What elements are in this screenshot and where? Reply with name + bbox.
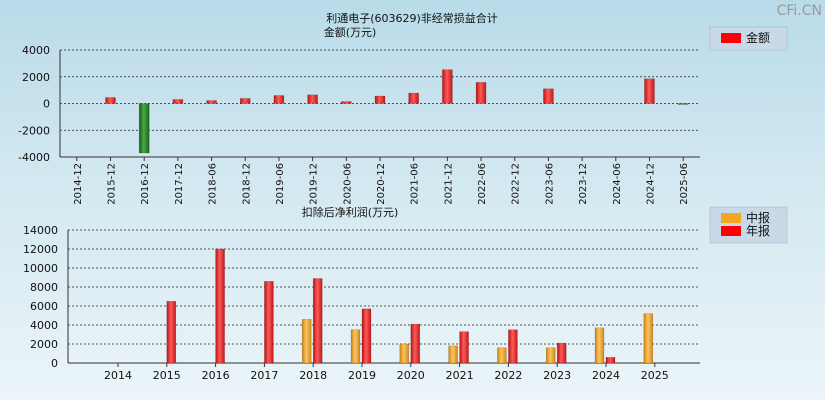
chart2-xtick-label: 2023: [543, 369, 571, 382]
chart2-xtick-label: 2020: [397, 369, 425, 382]
chart1-bar-2025-06: [677, 103, 689, 105]
watermark: CFi.CN: [777, 3, 822, 19]
chart1-bar-2015-12: [105, 97, 116, 104]
chart1-bar-2017-12: [172, 99, 184, 104]
chart1-bar-2024-12: [644, 78, 655, 104]
chart2-xtick-label: 2017: [250, 369, 278, 382]
chart1-xtick-label: 2020-12: [376, 163, 387, 205]
chart2-bar-年报-2020: [410, 323, 421, 364]
chart1-xtick-label: 2025-06: [679, 163, 690, 205]
chart2-bar-年报-2019: [361, 308, 372, 364]
chart1-ylabel: 金额(万元): [324, 25, 377, 39]
chart2-legend-swatch-1: [721, 226, 741, 236]
chart1-xtick-label: 2014-12: [73, 163, 84, 205]
chart1-xtick-label: 2019-06: [275, 163, 286, 205]
chart2-title: 扣除后净利润(万元): [302, 205, 399, 219]
chart1-bar-2022-06: [475, 82, 487, 104]
chart1-xtick-label: 2021-12: [443, 163, 454, 205]
chart1-xtick-label: 2023-12: [578, 163, 589, 205]
chart-net-profit: 扣除后净利润(万元) 2014 2015 2016 2017 2018 2019 2020 2…: [23, 205, 788, 382]
chart2-ytick-label: 10000: [23, 262, 58, 275]
chart1-xtick-label: 2022-06: [477, 163, 488, 205]
chart1-xtick-label: 2018-12: [241, 163, 252, 205]
chart1-legend-swatch-0: [721, 33, 741, 43]
chart2-bar-年报-2017: [264, 281, 274, 364]
chart2-bar-年报-2023: [556, 342, 567, 364]
chart1-xtick-label: 2018-06: [208, 163, 219, 205]
chart2-bar-年报-2022: [508, 329, 518, 364]
chart2-ytick-label: 0: [51, 357, 58, 370]
chart2-ytick-label: 14000: [23, 224, 58, 237]
chart1-xtick-label: 2020-06: [342, 163, 353, 205]
chart1-title: 利通电子(603629)非经常损益合计: [326, 11, 498, 25]
chart2-xtick-label: 2015: [153, 369, 181, 382]
chart2-xtick-label: 2022: [494, 369, 522, 382]
chart2-xtick-label: 2018: [299, 369, 327, 382]
chart2-bar-年报-2015: [166, 301, 177, 364]
chart2-bar-中报-2018: [301, 319, 312, 364]
chart2-xtick-label: 2016: [202, 369, 230, 382]
chart1-bar-2019-06: [273, 95, 285, 104]
chart1-bar-2021-12: [442, 69, 453, 104]
chart2-ytick-label: 4000: [30, 319, 58, 332]
chart2-ytick-label: 6000: [30, 300, 58, 313]
chart2-bar-中报-2020: [399, 343, 410, 364]
chart1-legend-label-0: 金额: [746, 30, 770, 45]
chart1-bar-2018-12: [240, 98, 251, 104]
chart1-legend: 金额: [709, 26, 788, 51]
chart2-bar-中报-2024: [594, 327, 605, 364]
chart2-bar-中报-2023: [545, 347, 556, 364]
chart1-bar-2018-06: [206, 100, 217, 104]
chart1-bar-2023-06: [543, 88, 554, 104]
chart2-xtick-label: 2024: [592, 369, 620, 382]
chart1-xtick-label: 2023-06: [544, 163, 555, 205]
chart2-bar-中报-2022: [497, 347, 507, 364]
chart2-bar-年报-2021: [459, 331, 469, 364]
chart2-legend-label-1: 年报: [746, 223, 770, 238]
chart2-bar-年报-2024: [605, 357, 616, 364]
chart1-bar-2019-12: [307, 94, 318, 104]
chart1-bar-2021-06: [408, 92, 419, 104]
chart1-ytick-label: -2000: [18, 124, 50, 137]
chart1-ytick-label: -4000: [18, 151, 50, 164]
chart2-xtick-label: 2021: [446, 369, 474, 382]
chart1-xtick-label: 2015-12: [107, 163, 118, 205]
chart2-bar-年报-2016: [215, 248, 225, 364]
chart2-xtick-label: 2014: [104, 369, 132, 382]
chart1-xtick-label: 2024-12: [645, 163, 656, 205]
chart1-xtick-label: 2019-12: [309, 163, 320, 205]
chart1-xtick-label: 2021-06: [410, 163, 421, 205]
chart1-xtick-label: 2022-12: [511, 163, 522, 205]
chart-non-recurring: 利通电子(603629)非经常损益合计 金额(万元) 2014-12 2015-1…: [18, 11, 788, 205]
chart1-bar-2020-06: [341, 101, 352, 104]
chart1-bar-2020-12: [374, 95, 386, 104]
chart2-xtick-label: 2019: [348, 369, 376, 382]
chart2-ytick-label: 8000: [30, 281, 58, 294]
chart2-ytick-label: 2000: [30, 338, 58, 351]
chart1-xtick-label: 2016-12: [140, 163, 151, 205]
chart2-xtick-label: 2025: [641, 369, 669, 382]
chart2-legend-label-0: 中报: [746, 210, 770, 225]
chart1-bar-2016-12: [138, 103, 150, 154]
chart1-ytick-label: 4000: [22, 44, 50, 57]
chart2-bar-中报-2019: [350, 329, 361, 364]
chart1-ytick-label: 0: [43, 98, 50, 111]
chart2-bar-中报-2021: [448, 345, 458, 364]
chart2-bar-中报-2025: [643, 313, 654, 364]
chart2-bar-年报-2018: [312, 278, 323, 364]
chart1-ytick-label: 2000: [22, 71, 50, 84]
chart1-xtick-label: 2024-06: [612, 163, 623, 205]
chart2-ytick-label: 12000: [23, 243, 58, 256]
chart2-legend-swatch-0: [721, 213, 741, 223]
chart1-xtick-label: 2017-12: [174, 163, 185, 205]
